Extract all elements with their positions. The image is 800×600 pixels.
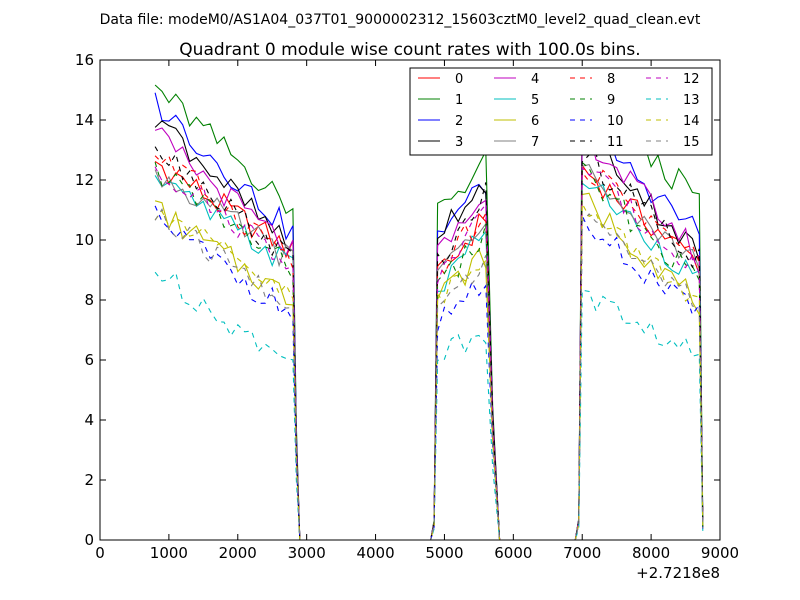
series-line-10 bbox=[154, 205, 704, 541]
legend-label-10: 10 bbox=[607, 114, 624, 129]
x-tick-label: 9000 bbox=[701, 544, 739, 562]
x-axis: 0 1000 2000 3000 4000 5000 6000 7000 8000 9000 bbox=[95, 60, 739, 562]
series-line-4 bbox=[154, 127, 704, 541]
y-tick-label: 6 bbox=[84, 351, 94, 369]
x-tick-label: 8000 bbox=[632, 544, 670, 562]
y-tick-label: 8 bbox=[84, 291, 94, 309]
x-tick-label: 2000 bbox=[219, 544, 257, 562]
x-tick-label: 5000 bbox=[425, 544, 463, 562]
series-line-9 bbox=[154, 161, 704, 541]
legend-label-5: 5 bbox=[531, 93, 539, 108]
x-tick-label: 6000 bbox=[494, 544, 532, 562]
y-tick-label: 10 bbox=[75, 231, 94, 249]
y-tick-label: 4 bbox=[84, 411, 94, 429]
legend-label-7: 7 bbox=[531, 135, 539, 150]
legend-label-14: 14 bbox=[683, 114, 700, 129]
y-tick-label: 16 bbox=[75, 51, 94, 69]
x-tick-label: 7000 bbox=[563, 544, 601, 562]
series-line-8 bbox=[154, 155, 704, 541]
series-line-12 bbox=[154, 166, 704, 541]
legend-label-8: 8 bbox=[607, 72, 615, 87]
y-tick-label: 2 bbox=[84, 471, 94, 489]
series-line-14 bbox=[154, 201, 704, 541]
series-line-0 bbox=[154, 160, 704, 541]
legend-label-0: 0 bbox=[455, 72, 463, 87]
x-offset-label: +2.7218e8 bbox=[636, 564, 720, 582]
y-tick-label: 0 bbox=[84, 531, 94, 549]
figure-suptitle: Data file: modeM0/AS1A04_037T01_90000023… bbox=[100, 12, 701, 28]
x-tick-label: 3000 bbox=[288, 544, 326, 562]
plot-lines bbox=[154, 84, 704, 541]
legend-label-6: 6 bbox=[531, 114, 539, 129]
legend-label-12: 12 bbox=[683, 72, 700, 87]
series-line-13 bbox=[154, 271, 704, 541]
legend-label-3: 3 bbox=[455, 135, 463, 150]
legend-label-15: 15 bbox=[683, 135, 700, 150]
x-tick-label: 4000 bbox=[356, 544, 394, 562]
legend-label-9: 9 bbox=[607, 93, 615, 108]
chart-title: Quadrant 0 module wise count rates with … bbox=[179, 40, 640, 60]
y-tick-label: 14 bbox=[75, 111, 94, 129]
series-line-15 bbox=[154, 208, 704, 541]
series-line-3 bbox=[154, 120, 704, 541]
legend-label-2: 2 bbox=[455, 114, 463, 129]
x-tick-label: 0 bbox=[95, 544, 105, 562]
legend-label-1: 1 bbox=[455, 93, 463, 108]
legend-frame bbox=[409, 67, 713, 156]
legend-label-11: 11 bbox=[607, 135, 624, 150]
legend-label-13: 13 bbox=[683, 93, 700, 108]
x-tick-label: 1000 bbox=[150, 544, 188, 562]
series-line-6 bbox=[154, 192, 704, 541]
legend-label-4: 4 bbox=[531, 72, 539, 87]
series-line-7 bbox=[154, 163, 704, 541]
y-tick-label: 12 bbox=[75, 171, 94, 189]
